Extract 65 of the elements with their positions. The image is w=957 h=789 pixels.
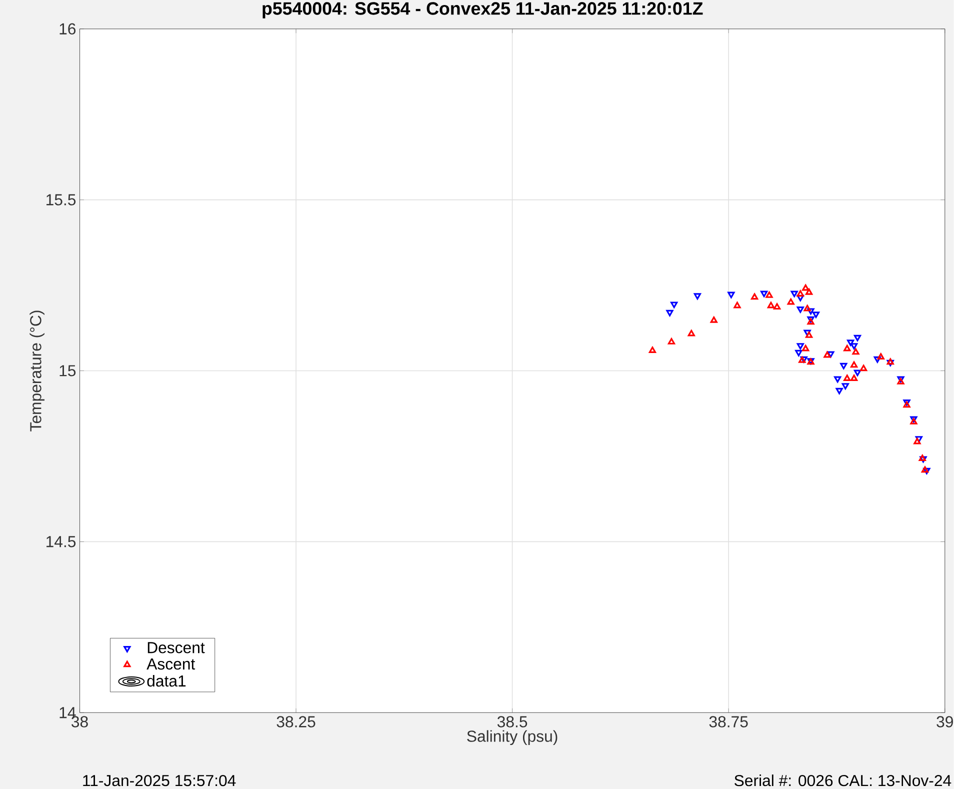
- x-axis-title: Salinity (psu): [467, 730, 558, 745]
- point: [844, 374, 851, 381]
- point: [807, 308, 814, 314]
- point: [847, 339, 854, 346]
- point: [750, 293, 758, 300]
- point: [766, 291, 773, 298]
- x-tick-label: 38.5: [497, 716, 528, 728]
- legend-label: Ascent: [146, 658, 196, 670]
- point: [790, 290, 798, 297]
- point: [840, 362, 848, 370]
- point: [710, 316, 718, 323]
- point: [670, 302, 678, 308]
- point: [842, 382, 849, 390]
- point: [827, 351, 834, 358]
- y-tick-label: 16: [60, 23, 76, 34]
- point: [688, 330, 695, 336]
- point: [796, 294, 804, 302]
- point: [767, 302, 775, 308]
- point: [773, 303, 781, 310]
- point: [824, 351, 831, 358]
- point: [852, 348, 860, 354]
- legend-label: Descent: [148, 642, 205, 654]
- point: [760, 290, 768, 297]
- point: [795, 350, 802, 356]
- point: [836, 388, 843, 394]
- y-tick-label: 15: [60, 365, 76, 376]
- point: [877, 352, 884, 360]
- point: [812, 311, 820, 318]
- point: [648, 346, 656, 353]
- x-tick-label: 38.25: [276, 716, 316, 728]
- point: [850, 342, 858, 350]
- y-axis-title: Temperature (°C): [30, 310, 44, 432]
- point: [850, 374, 858, 381]
- point: [854, 334, 862, 342]
- text: 11-Jan-2025 15:57:04: [83, 774, 236, 786]
- x-tick-label: 39: [936, 716, 953, 728]
- point: [796, 342, 804, 350]
- point: [874, 356, 881, 363]
- point: [787, 298, 794, 305]
- chart-title: p5540004: SG554 - Convex25 11-Jan-2025 11:20:01Z: [262, 2, 703, 18]
- point: [802, 284, 810, 291]
- point: [804, 330, 811, 336]
- x-tick-label: 38: [72, 716, 88, 728]
- legend-label: data1: [147, 674, 186, 686]
- point: [834, 376, 842, 382]
- point: [796, 306, 804, 313]
- point: [728, 292, 735, 298]
- y-tick-label: 14.5: [46, 536, 76, 548]
- point: [854, 370, 862, 376]
- point: [806, 288, 813, 295]
- y-tick-label: 14: [60, 706, 76, 718]
- point: [850, 361, 858, 368]
- point: [806, 331, 813, 338]
- point: [734, 302, 741, 308]
- x-tick-label: 38.75: [709, 716, 748, 728]
- point: [802, 344, 810, 352]
- point: [668, 338, 676, 344]
- point: [666, 310, 674, 316]
- text: Serial #: 0026 CAL: 13-Nov-24: [734, 774, 952, 786]
- point: [796, 290, 804, 296]
- point: [694, 292, 701, 300]
- y-tick-label: 15.5: [46, 194, 76, 206]
- point: [860, 364, 868, 371]
- point: [804, 304, 811, 312]
- point: [844, 344, 851, 352]
